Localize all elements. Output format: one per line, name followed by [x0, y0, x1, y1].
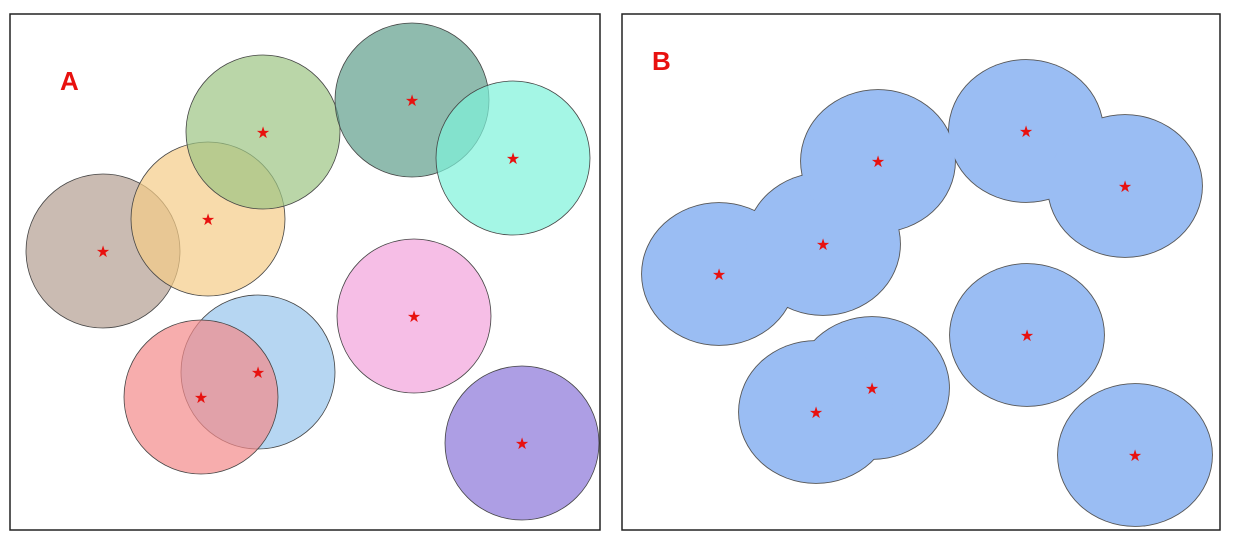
panel-b: ★ ★ ★ ★ ★ ★ ★ ★ ★ B — [621, 13, 1221, 531]
star-icon: ★ — [1019, 122, 1033, 141]
panel-b-label: B — [652, 46, 671, 76]
star-icon: ★ — [405, 91, 419, 110]
circle-red — [123, 319, 279, 475]
union-circle-c6 — [950, 264, 1104, 406]
star-icon: ★ — [251, 363, 265, 382]
panel-a: ★ ★ ★ ★ ★ ★ ★ ★ ★ A — [9, 13, 601, 531]
star-icon: ★ — [1020, 326, 1034, 345]
star-icon: ★ — [1118, 177, 1132, 196]
union-circle-c5 — [1048, 115, 1202, 257]
panel-a-circles — [25, 22, 600, 521]
star-icon: ★ — [809, 403, 823, 422]
panel-b-union — [641, 59, 1213, 527]
star-icon: ★ — [506, 149, 520, 168]
star-icon: ★ — [407, 307, 421, 326]
star-icon: ★ — [201, 210, 215, 229]
star-icon: ★ — [515, 434, 529, 453]
panel-a-stars: ★ ★ ★ ★ ★ ★ ★ ★ ★ — [96, 91, 529, 453]
star-icon: ★ — [712, 265, 726, 284]
circle-purple — [444, 365, 600, 521]
star-icon: ★ — [1128, 446, 1142, 465]
panel-a-label: A — [60, 66, 79, 96]
union-circle-c9 — [1058, 384, 1212, 526]
panel-b-stars: ★ ★ ★ ★ ★ ★ ★ ★ ★ — [712, 122, 1142, 465]
union-circle-c8 — [739, 341, 893, 483]
circle-aqua — [435, 80, 591, 236]
star-icon: ★ — [256, 123, 270, 142]
circle-green — [185, 54, 341, 210]
star-icon: ★ — [816, 235, 830, 254]
star-icon: ★ — [865, 379, 879, 398]
star-icon: ★ — [194, 388, 208, 407]
union-circle-c3 — [801, 90, 955, 232]
star-icon: ★ — [96, 242, 110, 261]
star-icon: ★ — [871, 152, 885, 171]
union-fill — [642, 60, 1212, 526]
circle-pink — [336, 238, 492, 394]
